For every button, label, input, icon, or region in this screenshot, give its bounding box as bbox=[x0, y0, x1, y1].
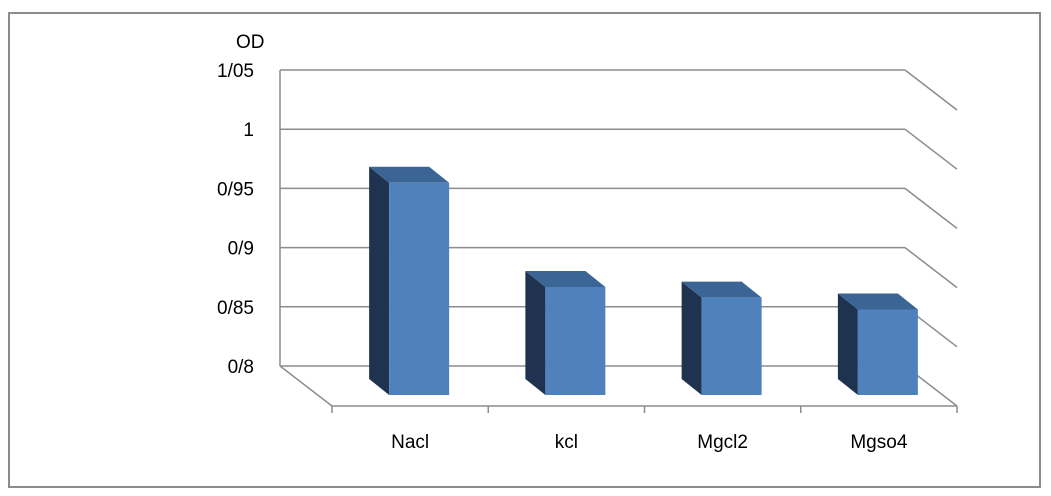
chart-frame bbox=[8, 12, 1041, 488]
y-axis-ticks: 0/8 0/85 0/9 0/95 1 1/05 bbox=[217, 61, 254, 378]
y-tick-label: 0/95 bbox=[217, 179, 254, 200]
bar-front bbox=[857, 309, 918, 395]
x-tick-label: Mgso4 bbox=[850, 432, 907, 453]
bar-nacl bbox=[369, 166, 450, 395]
bar-kcl bbox=[525, 270, 606, 395]
floor-left-edge bbox=[279, 365, 333, 407]
y-tick-label: 0/9 bbox=[228, 239, 254, 260]
gridline-side bbox=[904, 128, 958, 170]
y-tick-label: 1 bbox=[243, 120, 254, 141]
bar-side bbox=[369, 166, 390, 395]
bar-front bbox=[701, 297, 762, 395]
bar-top bbox=[525, 270, 606, 287]
bar-top bbox=[369, 166, 450, 183]
x-tick-label: kcl bbox=[555, 432, 578, 453]
y-tick-label: 1/05 bbox=[217, 61, 254, 82]
bar-side bbox=[525, 270, 546, 395]
x-tick-label: Nacl bbox=[391, 432, 429, 453]
bar-top bbox=[681, 281, 762, 298]
y-axis-label: OD bbox=[236, 32, 265, 53]
bar-mgcl2 bbox=[681, 281, 762, 395]
x-tick-label: Mgcl2 bbox=[697, 432, 748, 453]
gridline-side bbox=[904, 69, 958, 111]
y-tick-label: 0/85 bbox=[217, 298, 254, 319]
gridline-side bbox=[904, 187, 958, 229]
bar-front bbox=[545, 286, 606, 395]
bar-mgso4 bbox=[837, 293, 918, 395]
gridline-side bbox=[904, 247, 958, 289]
bar-top bbox=[837, 293, 918, 310]
bar-side bbox=[837, 293, 858, 395]
x-axis: Nacl kcl Mgcl2 Mgso4 bbox=[279, 70, 958, 453]
y-tick-label: 0/8 bbox=[228, 357, 254, 378]
bars bbox=[369, 166, 918, 395]
bar-front bbox=[389, 182, 450, 395]
bar-side bbox=[681, 281, 702, 395]
